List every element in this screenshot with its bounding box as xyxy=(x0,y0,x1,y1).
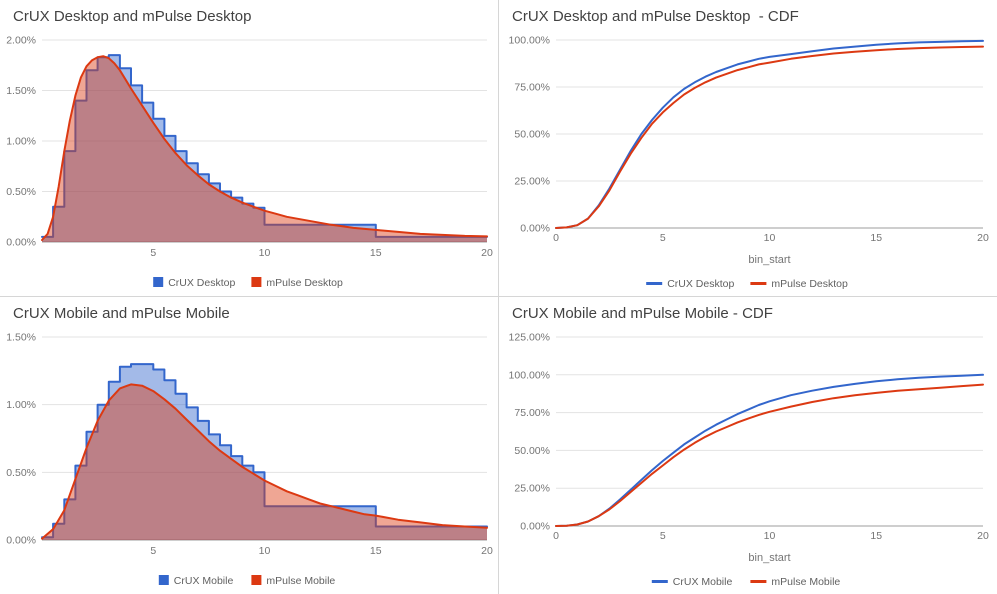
x-axis-title: bin_start xyxy=(748,552,790,564)
legend-line-crux-mobile xyxy=(651,580,668,583)
gridlines: 0.00% 0.50% 1.00% 1.50% 2.00% xyxy=(6,35,487,249)
series-fill-crux-mobile xyxy=(42,364,487,540)
axis-tick-label: 1.50% xyxy=(6,332,36,344)
legend-label-crux-mobile: CrUX Mobile xyxy=(174,575,234,587)
axis-tick-label: 50.00% xyxy=(514,445,550,457)
axis-tick-label: 0 xyxy=(553,232,559,244)
axis-tick-label: 15 xyxy=(370,247,382,259)
series-fill-mpulse-mobile xyxy=(42,384,487,540)
axis-tick-label: 25.00% xyxy=(514,483,550,495)
x-axis-ticks: 5 10 15 20 xyxy=(150,545,493,557)
axis-tick-label: 10 xyxy=(259,545,271,557)
axis-tick-label: 0.50% xyxy=(6,186,36,198)
axis-tick-label: 20 xyxy=(481,247,493,259)
axis-tick-label: 20 xyxy=(481,545,493,557)
axis-tick-label: 2.00% xyxy=(6,35,36,47)
axis-tick-label: 1.00% xyxy=(6,399,36,411)
mobile-histogram-chart: 0.00% 0.50% 1.00% 1.50% 5 10 15 20 CrUX Mobile mP… xyxy=(6,332,493,588)
chart-title-mobile-histogram: CrUX Mobile and mPulse Mobile xyxy=(13,305,230,322)
gridlines: 0.00% 25.00% 50.00% 75.00% 100.00% 125.00% xyxy=(509,332,983,533)
legend-swatch-mpulse-mobile xyxy=(251,575,262,585)
series-line-mpulse-mobile xyxy=(41,383,488,540)
legend: CrUX Mobile mPulse Mobile xyxy=(651,576,840,588)
axis-tick-label: 0.00% xyxy=(520,223,550,235)
legend-line-mpulse-mobile xyxy=(750,580,767,583)
axis-tick-label: 75.00% xyxy=(514,407,550,419)
axis-tick-label: 1.00% xyxy=(6,136,36,148)
gridlines: 0.00% 25.00% 50.00% 75.00% 100.00% xyxy=(509,35,983,235)
mobile-cdf-chart: 0.00% 25.00% 50.00% 75.00% 100.00% 125.00% 0 5 1… xyxy=(509,332,989,589)
legend-line-crux-desktop xyxy=(646,282,663,285)
desktop-histogram-chart: 0.00% 0.50% 1.00% 1.50% 2.00% 5 10 15 20 CrUX Des… xyxy=(6,35,493,290)
axis-tick-label: 0 xyxy=(553,530,559,542)
legend-line-mpulse-desktop xyxy=(750,282,767,285)
series-line-mpulse-mobile xyxy=(555,383,984,527)
legend-label-mpulse-mobile: mPulse Mobile xyxy=(771,576,840,588)
axis-tick-label: 1.50% xyxy=(6,85,36,97)
legend: CrUX Desktop mPulse Desktop xyxy=(153,277,343,289)
legend-label-mpulse-desktop: mPulse Desktop xyxy=(266,277,343,289)
axis-tick-label: 10 xyxy=(764,232,776,244)
series-fill-mpulse-desktop xyxy=(42,56,487,243)
axis-tick-label: 20 xyxy=(977,232,989,244)
series-line-crux-mobile xyxy=(41,363,488,539)
series-fill-crux-desktop xyxy=(42,55,487,242)
series-line-mpulse-desktop xyxy=(555,45,984,229)
axis-tick-label: 0.50% xyxy=(6,467,36,479)
chart-panel-desktop-histogram: CrUX Desktop and mPulse Desktop 0.00% 0.5… xyxy=(0,0,498,296)
legend-label-mpulse-mobile: mPulse Mobile xyxy=(266,575,335,587)
axis-tick-label: 50.00% xyxy=(514,129,550,141)
chart-panel-desktop-cdf: CrUX Desktop and mPulse Desktop - CDF 0.… xyxy=(499,0,997,296)
legend: CrUX Mobile mPulse Mobile xyxy=(158,575,335,587)
legend: CrUX Desktop mPulse Desktop xyxy=(646,278,848,290)
legend-swatch-crux-desktop xyxy=(153,277,164,287)
axis-tick-label: 10 xyxy=(259,247,271,259)
legend-label-crux-desktop: CrUX Desktop xyxy=(168,277,235,289)
x-axis-ticks: 5 10 15 20 xyxy=(150,247,493,259)
chart-panel-mobile-histogram: CrUX Mobile and mPulse Mobile 0.00% 0.50%… xyxy=(0,297,498,594)
axis-tick-label: 100.00% xyxy=(509,369,550,381)
axis-tick-label: 25.00% xyxy=(514,176,550,188)
axis-tick-label: 5 xyxy=(660,232,666,244)
axis-tick-label: 20 xyxy=(977,530,989,542)
chart-panel-mobile-cdf: CrUX Mobile and mPulse Mobile - CDF 0.00… xyxy=(499,297,997,594)
series-line-mpulse-desktop xyxy=(41,55,488,241)
legend-label-crux-desktop: CrUX Desktop xyxy=(667,278,734,290)
desktop-cdf-chart: 0.00% 25.00% 50.00% 75.00% 100.00% 0 5 10 15 20 bi… xyxy=(509,35,989,291)
chart-title-mobile-cdf: CrUX Mobile and mPulse Mobile - CDF xyxy=(512,305,773,322)
x-axis-ticks: 0 5 10 15 20 xyxy=(553,232,989,244)
axis-tick-label: 15 xyxy=(370,545,382,557)
axis-tick-label: 15 xyxy=(870,232,882,244)
axis-tick-label: 75.00% xyxy=(514,82,550,94)
chart-title-desktop-cdf: CrUX Desktop and mPulse Desktop - CDF xyxy=(512,8,799,25)
legend-label-crux-mobile: CrUX Mobile xyxy=(673,576,733,588)
axis-tick-label: 10 xyxy=(764,530,776,542)
axis-tick-label: 0.00% xyxy=(6,535,36,547)
legend-label-mpulse-desktop: mPulse Desktop xyxy=(771,278,848,290)
axis-tick-label: 100.00% xyxy=(509,35,550,47)
legend-swatch-mpulse-desktop xyxy=(251,277,262,287)
axis-tick-label: 5 xyxy=(150,247,156,259)
legend-swatch-crux-mobile xyxy=(158,575,169,585)
x-axis-title: bin_start xyxy=(748,254,790,266)
axis-tick-label: 0.00% xyxy=(6,237,36,249)
x-axis-ticks: 0 5 10 15 20 xyxy=(553,530,989,542)
axis-tick-label: 5 xyxy=(150,545,156,557)
axis-tick-label: 0.00% xyxy=(520,521,550,533)
axis-tick-label: 5 xyxy=(660,530,666,542)
axis-tick-label: 15 xyxy=(870,530,882,542)
chart-title-desktop-histogram: CrUX Desktop and mPulse Desktop xyxy=(13,8,252,25)
axis-tick-label: 125.00% xyxy=(509,332,550,344)
